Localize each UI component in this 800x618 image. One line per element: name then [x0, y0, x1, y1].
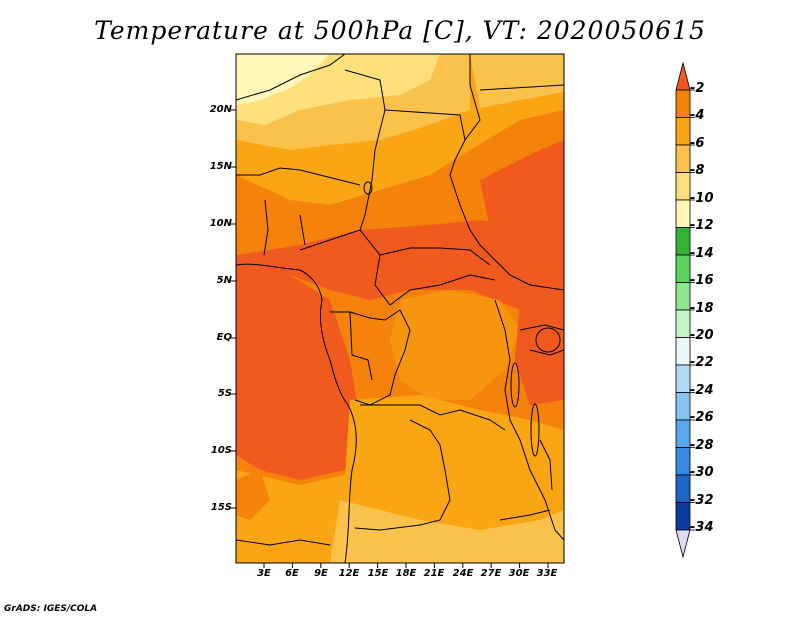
- chart-title: Temperature at 500hPa [C], VT: 202005061…: [94, 16, 706, 45]
- colorbar-segment: [675, 337, 691, 366]
- axis-ticks: [231, 109, 549, 568]
- lat-label: 5N: [216, 275, 232, 286]
- lat-label: EQ: [216, 332, 232, 343]
- colorbar-segment: [675, 419, 691, 448]
- lat-label: 15N: [209, 161, 232, 172]
- colorbar-label: -10: [690, 191, 714, 206]
- colorbar-label: -22: [690, 355, 714, 370]
- lon-label: 3E: [257, 568, 271, 579]
- lon-label: 33E: [536, 568, 558, 579]
- colorbar-segment: [675, 364, 691, 393]
- colorbar-segment: [675, 172, 691, 201]
- lon-label: 15E: [367, 568, 389, 579]
- colorbar-bottom-arrow: [675, 529, 691, 559]
- lat-label: 20N: [209, 104, 232, 115]
- colorbar-segment: [675, 447, 691, 476]
- colorbar-label: -26: [690, 410, 714, 425]
- colorbar-segment: [675, 144, 691, 173]
- colorbar-segment: [675, 502, 691, 531]
- lat-label: 10N: [209, 218, 232, 229]
- colorbar-label: -2: [690, 81, 705, 96]
- colorbar-segment: [675, 474, 691, 503]
- colorbar-label: -12: [690, 218, 714, 233]
- lon-label: 9E: [314, 568, 328, 579]
- lon-label: 27E: [480, 568, 502, 579]
- colorbar-segment: [675, 117, 691, 146]
- colorbar-segment: [675, 392, 691, 421]
- colorbar-label: -28: [690, 438, 714, 453]
- lat-label: 15S: [210, 502, 232, 513]
- lat-label: 5S: [217, 388, 232, 399]
- colorbar-label: -8: [690, 163, 705, 178]
- lon-label: 24E: [452, 568, 474, 579]
- colorbar-segment: [675, 282, 691, 311]
- lon-label: 12E: [338, 568, 360, 579]
- colorbar-segment: [675, 199, 691, 228]
- colorbar-label: -4: [690, 108, 705, 123]
- colorbar-label: -20: [690, 328, 714, 343]
- lon-label: 21E: [423, 568, 445, 579]
- colorbar-segment: [675, 309, 691, 338]
- colorbar-label: -6: [690, 136, 705, 151]
- colorbar-label: -34: [690, 520, 714, 535]
- country-borders: [236, 54, 564, 563]
- lakes: [363, 181, 561, 457]
- colorbar-top-arrow: [675, 61, 691, 91]
- colorbar-label: -24: [690, 383, 714, 398]
- colorbar-label: -16: [690, 273, 714, 288]
- lon-label: 6E: [285, 568, 299, 579]
- colorbar-label: -18: [690, 301, 714, 316]
- lat-label: 10S: [210, 445, 232, 456]
- temperature-field: [236, 54, 564, 563]
- colorbar-segment: [675, 254, 691, 283]
- lon-label: 30E: [508, 568, 530, 579]
- colorbar-segment: [675, 89, 691, 118]
- lon-label: 18E: [395, 568, 417, 579]
- credit-text: GrADS: IGES/COLA: [4, 604, 98, 614]
- map-frame: [235, 53, 565, 564]
- colorbar-label: -14: [690, 246, 714, 261]
- colorbar-label: -30: [690, 465, 714, 480]
- colorbar-label: -32: [690, 493, 714, 508]
- colorbar-segment: [675, 227, 691, 256]
